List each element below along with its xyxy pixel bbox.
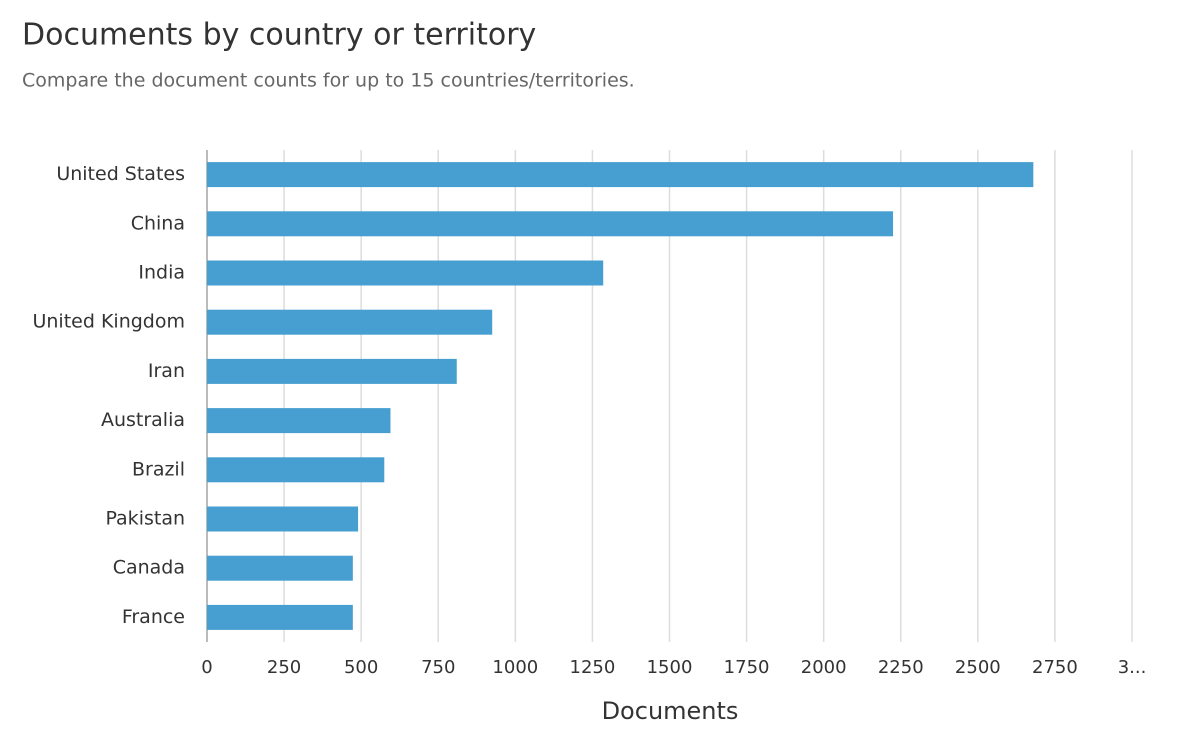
bar	[207, 260, 604, 286]
bar	[207, 555, 353, 581]
bar	[207, 358, 457, 384]
bar	[207, 457, 385, 483]
x-tick-label: 1000	[492, 657, 538, 678]
x-tick-label: 2250	[878, 657, 924, 678]
y-tick-label: United Kingdom	[32, 311, 185, 333]
x-tick-label: 2500	[955, 657, 1001, 678]
chart-title: Documents by country or territory	[22, 18, 536, 53]
y-tick-label: Canada	[113, 557, 185, 579]
x-tick-label: 1250	[570, 657, 616, 678]
x-tick-label: 750	[421, 657, 455, 678]
y-tick-label: Australia	[101, 409, 185, 431]
y-tick-label: Brazil	[132, 458, 185, 480]
x-tick-label: 1750	[724, 657, 770, 678]
y-tick-label: Iran	[148, 360, 185, 382]
y-tick-label: China	[131, 212, 185, 234]
bar	[207, 309, 493, 335]
y-tick-label: India	[138, 262, 185, 284]
bar	[207, 211, 894, 237]
y-tick-label: Pakistan	[105, 508, 185, 530]
x-tick-label: 2750	[1032, 657, 1078, 678]
x-tick-label: 3...	[1118, 657, 1147, 678]
y-tick-label: France	[122, 606, 185, 628]
bar	[207, 604, 353, 630]
x-tick-label: 250	[267, 657, 301, 678]
chart-subtitle: Compare the document counts for up to 15…	[22, 70, 635, 92]
bar	[207, 162, 1034, 188]
x-tick-label: 1500	[647, 657, 693, 678]
x-axis-title: Documents	[602, 697, 739, 725]
bar	[207, 408, 391, 434]
x-tick-label: 2000	[801, 657, 847, 678]
x-tick-label: 500	[344, 657, 378, 678]
y-tick-label: United States	[56, 163, 185, 185]
bar	[207, 506, 359, 532]
x-tick-label: 0	[201, 657, 212, 678]
